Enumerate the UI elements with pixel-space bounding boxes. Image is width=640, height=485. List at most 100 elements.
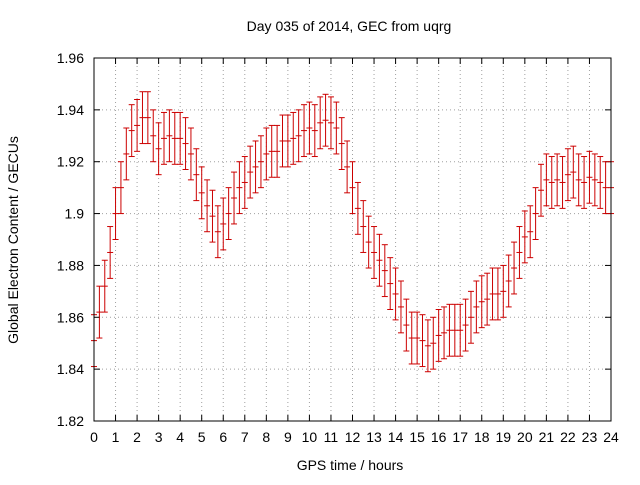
- data-point: [397, 280, 404, 334]
- data-point: [182, 117, 189, 170]
- data-point: [564, 148, 571, 202]
- data-point: [521, 210, 528, 264]
- data-point: [527, 205, 534, 259]
- x-tick-label: 3: [155, 429, 163, 445]
- data-point: [295, 109, 302, 163]
- data-point: [150, 109, 157, 163]
- data-point: [134, 98, 141, 152]
- x-axis-label: GPS time / hours: [297, 457, 404, 473]
- series-gec: [91, 91, 614, 373]
- data-point: [338, 117, 345, 170]
- data-point: [252, 140, 259, 194]
- x-tick-label: 16: [431, 429, 447, 445]
- x-tick-label: 15: [409, 429, 425, 445]
- data-point: [451, 303, 458, 357]
- data-point: [263, 127, 270, 181]
- data-point: [96, 285, 103, 339]
- data-point: [155, 122, 162, 176]
- data-point: [166, 109, 173, 163]
- data-point: [478, 275, 485, 329]
- y-tick-label: 1.9: [65, 206, 85, 222]
- data-point: [284, 114, 291, 168]
- x-tick-label: 14: [388, 429, 404, 445]
- data-point: [171, 111, 178, 165]
- x-tick-label: 20: [517, 429, 533, 445]
- data-point: [408, 311, 415, 365]
- data-point: [602, 161, 609, 215]
- data-point: [306, 101, 313, 155]
- series-layer: [91, 91, 614, 373]
- plot-frame: [93, 57, 612, 422]
- data-point: [231, 171, 238, 225]
- y-axis-label: Global Electron Content / GECUs: [5, 136, 21, 344]
- data-point: [144, 91, 151, 145]
- data-point: [424, 319, 431, 373]
- data-point: [112, 187, 119, 240]
- x-tick-label: 17: [452, 429, 468, 445]
- data-point: [554, 153, 561, 207]
- data-point: [241, 156, 248, 209]
- data-point: [128, 104, 135, 158]
- data-point: [360, 200, 367, 253]
- data-point: [193, 148, 200, 202]
- data-point: [247, 145, 254, 199]
- data-point: [494, 267, 501, 321]
- data-point: [344, 140, 351, 194]
- data-point: [274, 124, 281, 178]
- data-point: [204, 179, 211, 233]
- data-point: [570, 145, 577, 199]
- data-point: [543, 153, 550, 207]
- data-point: [317, 96, 324, 150]
- data-point: [559, 156, 566, 209]
- data-point: [123, 127, 130, 181]
- y-tick-label: 1.86: [57, 309, 84, 325]
- x-tick-label: 6: [219, 429, 227, 445]
- data-point: [354, 181, 361, 235]
- data-point: [349, 161, 356, 215]
- data-point: [257, 135, 264, 189]
- data-point: [473, 280, 480, 334]
- data-point: [322, 93, 329, 147]
- y-tick-label: 1.94: [57, 102, 84, 118]
- x-tick-label: 4: [176, 429, 184, 445]
- x-tick-label: 10: [302, 429, 318, 445]
- data-point: [177, 111, 184, 165]
- data-point: [371, 226, 378, 279]
- data-point: [575, 153, 582, 207]
- data-point: [516, 226, 523, 279]
- y-tick-label: 1.84: [57, 361, 84, 377]
- data-point: [214, 205, 221, 259]
- data-point: [376, 233, 383, 287]
- y-tick-label: 1.96: [57, 50, 84, 66]
- x-tick-label: 5: [198, 429, 206, 445]
- data-point: [532, 187, 539, 240]
- y-tick-label: 1.92: [57, 154, 84, 170]
- data-point: [581, 156, 588, 209]
- data-point: [290, 111, 297, 165]
- data-point: [586, 150, 593, 204]
- x-tick-label: 23: [582, 429, 598, 445]
- x-tick-label: 0: [90, 429, 98, 445]
- data-point: [161, 111, 168, 165]
- x-tick-label: 8: [262, 429, 270, 445]
- x-tick-label: 13: [366, 429, 382, 445]
- data-point: [301, 104, 308, 158]
- data-point: [198, 166, 205, 220]
- data-point: [489, 267, 496, 321]
- data-point: [457, 303, 464, 357]
- data-point: [548, 156, 555, 209]
- chart-title: Day 035 of 2014, GEC from uqrg: [247, 18, 452, 34]
- data-point: [511, 241, 518, 295]
- data-point: [139, 91, 146, 145]
- data-point: [311, 104, 318, 158]
- data-point: [101, 259, 108, 313]
- data-point: [225, 187, 232, 240]
- data-point: [430, 316, 437, 370]
- data-point: [484, 272, 491, 326]
- data-point: [505, 254, 512, 308]
- data-point: [419, 314, 426, 368]
- x-tick-label: 12: [345, 429, 361, 445]
